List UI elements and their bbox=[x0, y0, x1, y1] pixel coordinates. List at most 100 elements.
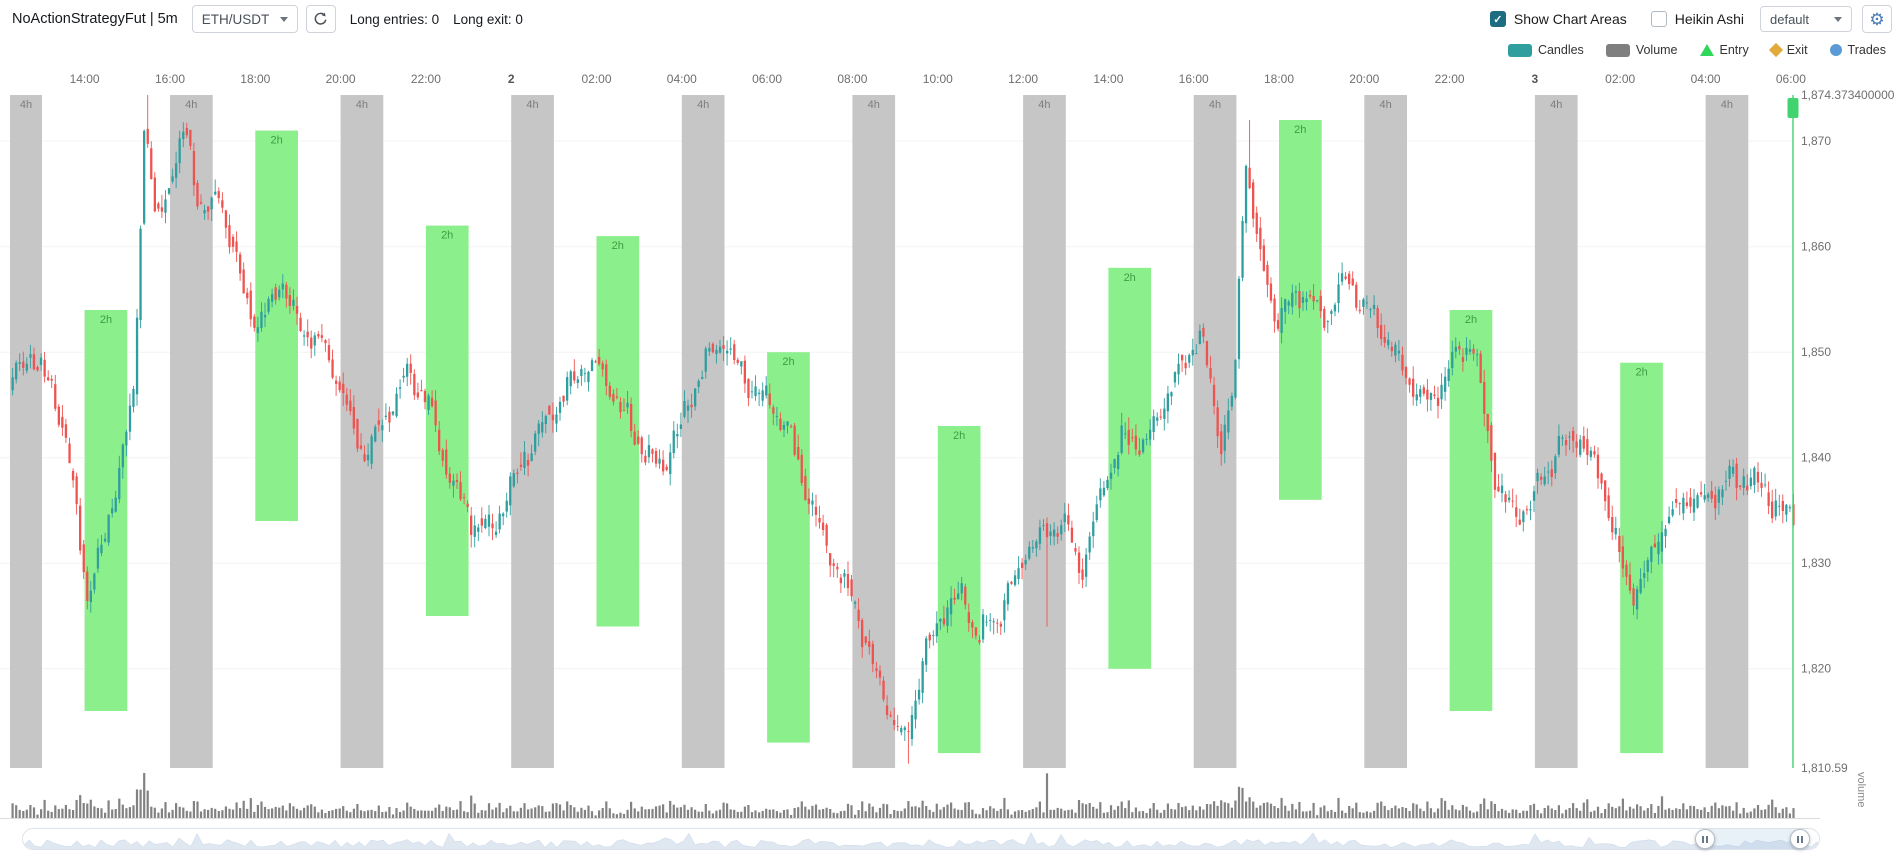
heikin-ashi-label: Heikin Ashi bbox=[1674, 11, 1744, 27]
svg-text:2h: 2h bbox=[441, 230, 453, 242]
chevron-down-icon bbox=[279, 16, 288, 22]
chart-areas-4h: 4h 4h 4h 4h 4h 4h 4h 4h 4h 4h 4h bbox=[10, 95, 1749, 768]
svg-text:10:00: 10:00 bbox=[923, 72, 953, 86]
zoom-selection[interactable] bbox=[1704, 829, 1801, 849]
svg-text:2h: 2h bbox=[953, 430, 965, 442]
show-chart-areas-checkbox[interactable]: ✓ Show Chart Areas bbox=[1489, 11, 1627, 27]
check-icon: ✓ bbox=[1493, 13, 1503, 26]
svg-text:1,850: 1,850 bbox=[1801, 345, 1831, 359]
legend-label: Entry bbox=[1719, 43, 1749, 57]
trades-circle-icon bbox=[1829, 44, 1842, 56]
pause-icon bbox=[1706, 835, 1708, 843]
candles-series bbox=[11, 95, 1795, 764]
svg-text:4h: 4h bbox=[1721, 99, 1733, 111]
y-axis-labels: 1,874.373400000 1,870 1,860 1,850 1,840 1,830… bbox=[1801, 88, 1895, 775]
svg-text:08:00: 08:00 bbox=[837, 72, 867, 86]
zoom-slider[interactable] bbox=[22, 828, 1820, 850]
chevron-down-icon bbox=[1834, 16, 1842, 22]
svg-text:1,840: 1,840 bbox=[1801, 451, 1831, 465]
svg-text:1,860: 1,860 bbox=[1801, 240, 1831, 254]
legend-item-exit[interactable]: Exit bbox=[1768, 42, 1808, 58]
chart-canvas[interactable]: 4h 4h 4h 4h 4h 4h 4h 4h 4h 4h 4h2h2h2h2h2h2h2h2h2h… bbox=[0, 62, 1902, 822]
svg-text:4h: 4h bbox=[20, 99, 32, 111]
svg-text:1,810.59: 1,810.59 bbox=[1801, 761, 1848, 775]
entry-triangle-icon bbox=[1699, 44, 1714, 56]
plot-settings-button[interactable]: ⚙ bbox=[1862, 5, 1892, 33]
svg-text:4h: 4h bbox=[1038, 99, 1050, 111]
svg-text:4h: 4h bbox=[868, 99, 880, 111]
volume-series bbox=[11, 773, 1795, 818]
legend-label: Exit bbox=[1786, 43, 1808, 57]
svg-text:02:00: 02:00 bbox=[1605, 72, 1635, 86]
svg-text:2h: 2h bbox=[1294, 124, 1306, 136]
zoom-handle-right[interactable] bbox=[1790, 829, 1811, 849]
svg-text:18:00: 18:00 bbox=[240, 72, 270, 86]
zoom-handle-left[interactable] bbox=[1694, 829, 1715, 849]
svg-text:1,820: 1,820 bbox=[1801, 662, 1831, 676]
legend-item-entry[interactable]: Entry bbox=[1699, 43, 1749, 57]
chart-areas-2h: 2h 2h 2h 2h 2h 2h 2h 2h 2h 2h bbox=[84, 120, 1663, 754]
plot-config-select[interactable]: default bbox=[1760, 6, 1852, 32]
svg-text:4h: 4h bbox=[526, 99, 538, 111]
candlestick-chart[interactable]: 4h 4h 4h 4h 4h 4h 4h 4h 4h 4h 4h 2h 2h 2h 2h 2h 2h 2h 2h 2h… bbox=[0, 62, 1902, 822]
gear-icon: ⚙ bbox=[1869, 9, 1885, 29]
svg-text:14:00: 14:00 bbox=[1093, 72, 1123, 86]
legend-label: Volume bbox=[1635, 43, 1678, 57]
svg-text:02:00: 02:00 bbox=[581, 72, 611, 86]
checkbox-unchecked-box[interactable] bbox=[1650, 11, 1667, 27]
svg-text:22:00: 22:00 bbox=[411, 72, 441, 86]
chart-legend: Candles Volume Entry Exit Trades bbox=[0, 38, 1902, 62]
svg-text:1,870: 1,870 bbox=[1801, 134, 1831, 148]
long-exit-count: Long exit: 0 bbox=[453, 11, 523, 27]
svg-text:4h: 4h bbox=[1209, 99, 1221, 111]
svg-text:2h: 2h bbox=[1465, 314, 1477, 326]
svg-text:18:00: 18:00 bbox=[1264, 72, 1294, 86]
pause-icon bbox=[1797, 835, 1799, 843]
svg-text:16:00: 16:00 bbox=[1179, 72, 1209, 86]
svg-text:04:00: 04:00 bbox=[667, 72, 697, 86]
svg-text:3: 3 bbox=[1532, 72, 1539, 86]
svg-text:2h: 2h bbox=[100, 314, 112, 326]
svg-text:06:00: 06:00 bbox=[752, 72, 782, 86]
svg-text:1,874.373400000: 1,874.373400000 bbox=[1801, 88, 1895, 102]
pair-select[interactable]: ETH/USDT bbox=[191, 5, 298, 33]
exit-diamond-icon bbox=[1768, 42, 1783, 58]
svg-text:20:00: 20:00 bbox=[326, 72, 356, 86]
svg-text:16:00: 16:00 bbox=[155, 72, 185, 86]
x-axis-labels: 14:00 16:00 18:00 20:00 22:00 2 02:00 04:00 06:0… bbox=[70, 72, 1807, 86]
strategy-title: NoActionStrategyFut | 5m bbox=[12, 11, 178, 27]
show-chart-areas-label: Show Chart Areas bbox=[1513, 11, 1627, 27]
svg-text:06:00: 06:00 bbox=[1776, 72, 1806, 86]
svg-text:4h: 4h bbox=[697, 99, 709, 111]
zoom-slider-track[interactable] bbox=[22, 828, 1820, 850]
svg-text:14:00: 14:00 bbox=[70, 72, 100, 86]
toolbar: NoActionStrategyFut | 5m ETH/USDT Long e… bbox=[0, 0, 1902, 38]
pause-icon bbox=[1801, 835, 1803, 843]
svg-text:1,830: 1,830 bbox=[1801, 556, 1831, 570]
candles-swatch-icon bbox=[1507, 43, 1532, 57]
volume-axis-title: volume bbox=[1855, 772, 1867, 807]
legend-item-trades[interactable]: Trades bbox=[1829, 43, 1886, 57]
current-price-line bbox=[1787, 95, 1799, 768]
zoom-data-shadow bbox=[23, 832, 1819, 849]
svg-text:2h: 2h bbox=[612, 240, 624, 252]
volume-swatch-icon bbox=[1605, 43, 1630, 57]
long-entries-count: Long entries: 0 bbox=[349, 11, 440, 27]
svg-text:4h: 4h bbox=[1379, 99, 1391, 111]
pause-icon bbox=[1702, 835, 1704, 843]
heikin-ashi-checkbox[interactable]: Heikin Ashi bbox=[1650, 11, 1744, 27]
checkbox-checked-box[interactable]: ✓ bbox=[1489, 11, 1506, 27]
pair-select-value: ETH/USDT bbox=[201, 11, 270, 27]
legend-item-volume[interactable]: Volume bbox=[1605, 43, 1678, 57]
refresh-button[interactable] bbox=[305, 5, 336, 33]
legend-item-candles[interactable]: Candles bbox=[1507, 43, 1584, 57]
legend-label: Trades bbox=[1847, 43, 1886, 57]
svg-text:2h: 2h bbox=[1635, 367, 1647, 379]
refresh-icon bbox=[314, 12, 327, 25]
plot-config-value: default bbox=[1770, 11, 1810, 27]
svg-text:12:00: 12:00 bbox=[1008, 72, 1038, 86]
legend-label: Candles bbox=[1537, 43, 1584, 57]
svg-text:20:00: 20:00 bbox=[1349, 72, 1379, 86]
svg-text:2h: 2h bbox=[1124, 272, 1136, 284]
svg-text:2h: 2h bbox=[270, 135, 282, 147]
